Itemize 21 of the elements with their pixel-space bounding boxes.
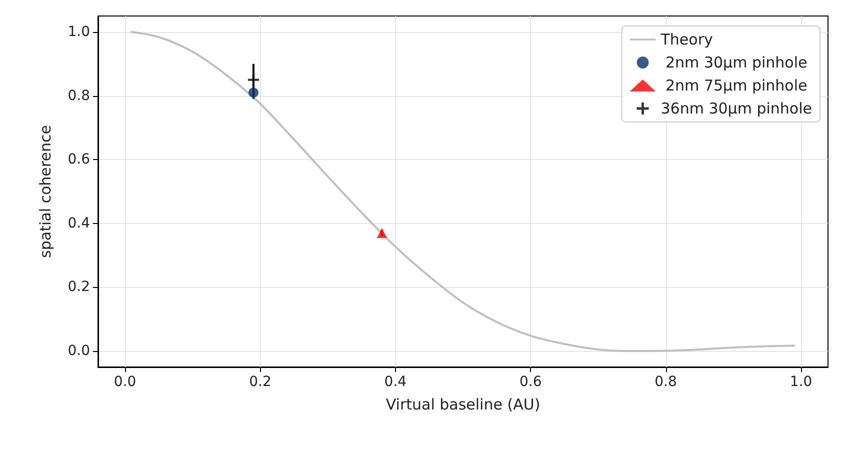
- y-tick-label: 0.2: [68, 279, 90, 296]
- x-axis-title: Virtual baseline (AU): [386, 396, 540, 414]
- y-tick-label: 0.4: [68, 215, 90, 232]
- x-tick-label: 0.4: [384, 374, 407, 390]
- point: [248, 74, 259, 86]
- y-tick-label: 0.0: [68, 343, 90, 360]
- point: [376, 228, 387, 238]
- y-tick-label: 0.6: [68, 152, 90, 168]
- y-axis-title: spatial coherence: [36, 125, 54, 258]
- y-tick-label: 1.0: [68, 24, 90, 40]
- legend-label: 2nm 30µm pinhole: [660, 54, 808, 72]
- x-tick-label: 0.6: [519, 374, 542, 390]
- y-tick-label: 0.8: [68, 88, 90, 104]
- x-tick-label: 0.8: [654, 374, 677, 390]
- x-tick-label: 0.2: [249, 374, 272, 390]
- point: [248, 88, 258, 98]
- x-tick-label: 1.0: [790, 374, 812, 390]
- legend-label: Theory: [660, 30, 713, 48]
- x-tick-label: 0.0: [114, 374, 136, 390]
- legend-label: 2nm 75µm pinhole: [660, 76, 808, 94]
- legend-label: 36nm 30µm pinhole: [660, 100, 812, 118]
